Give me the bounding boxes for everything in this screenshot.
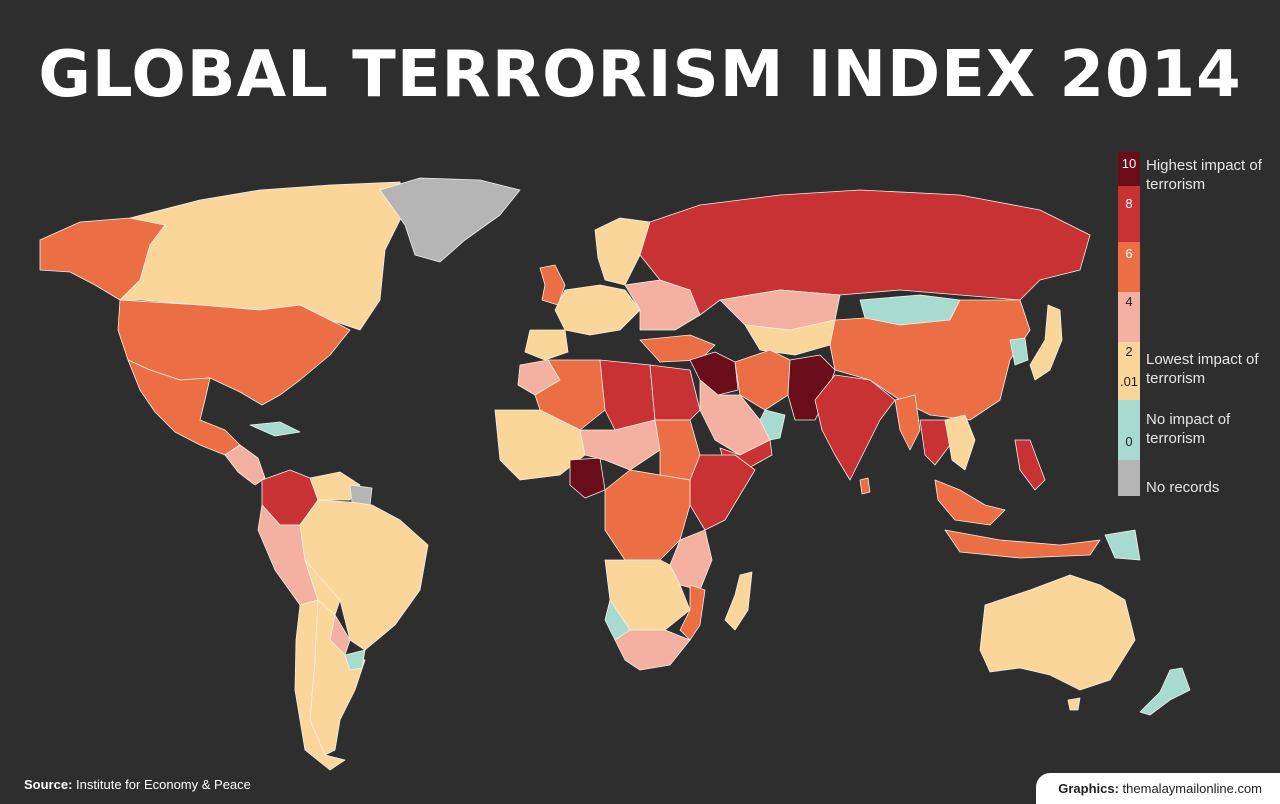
source-text: Institute for Economy & Peace bbox=[76, 777, 251, 792]
country-australia[interactable] bbox=[979, 574, 1136, 691]
country-malaysia[interactable] bbox=[934, 479, 1006, 526]
country-philippines[interactable] bbox=[1014, 439, 1046, 491]
country-central-america[interactable] bbox=[224, 444, 266, 486]
country-madagascar[interactable] bbox=[724, 571, 753, 631]
country-thailand[interactable] bbox=[919, 419, 951, 466]
country-mexico[interactable] bbox=[127, 359, 241, 456]
graphics-text: themalaymailonline.com bbox=[1122, 781, 1262, 796]
country-indonesia[interactable] bbox=[944, 529, 1101, 559]
legend-label-no-records: No records bbox=[1146, 479, 1220, 496]
legend-tick-8: 8 bbox=[1125, 196, 1133, 211]
legend-swatch-2 bbox=[1118, 342, 1140, 400]
legend-tick-0: 0 bbox=[1125, 434, 1133, 449]
legend-tick-6: 6 bbox=[1125, 246, 1133, 261]
country-sri-lanka[interactable] bbox=[859, 477, 871, 495]
country-turkey[interactable] bbox=[639, 334, 716, 363]
country-scandinavia[interactable] bbox=[594, 217, 651, 286]
country-uruguay[interactable] bbox=[344, 649, 366, 671]
country-western-europe[interactable] bbox=[554, 284, 641, 336]
country-central-africa[interactable] bbox=[604, 469, 691, 561]
country-greenland[interactable] bbox=[379, 177, 521, 263]
graphics-credit: Graphics: themalaymailonline.com bbox=[1036, 773, 1280, 804]
country-new-zealand[interactable] bbox=[1139, 667, 1191, 716]
legend-swatch-4 bbox=[1118, 292, 1140, 342]
country-myanmar[interactable] bbox=[894, 394, 921, 451]
map-title: GLOBAL TERRORISM INDEX 2014 bbox=[38, 38, 1242, 112]
country-oman[interactable] bbox=[759, 409, 786, 441]
country-nigeria[interactable] bbox=[569, 457, 606, 499]
country-india[interactable] bbox=[814, 374, 896, 481]
legend-swatch-0 bbox=[1118, 400, 1140, 460]
legend-swatch-no-records bbox=[1118, 460, 1140, 496]
country-japan[interactable] bbox=[1029, 304, 1063, 381]
country-china[interactable] bbox=[829, 299, 1031, 421]
country-iraq-syria[interactable] bbox=[689, 351, 739, 396]
legend-label-highest: Highest impact of terrorism bbox=[1146, 157, 1262, 193]
country-guyana[interactable] bbox=[349, 484, 373, 506]
country-spain[interactable] bbox=[524, 329, 569, 361]
legend-label-lowest: Lowest impact of terrorism bbox=[1146, 351, 1259, 387]
legend-tick-10: 10 bbox=[1121, 156, 1137, 171]
legend-swatch-6 bbox=[1118, 242, 1140, 292]
graphics-label: Graphics: bbox=[1058, 781, 1119, 796]
legend-tick-4: 4 bbox=[1125, 294, 1133, 309]
legend-swatch-8 bbox=[1118, 186, 1140, 242]
country-vietnam[interactable] bbox=[944, 414, 976, 471]
source-credit: Source: Institute for Economy & Peace bbox=[24, 777, 251, 792]
country-russia[interactable] bbox=[639, 189, 1091, 316]
country-south-africa[interactable] bbox=[614, 629, 691, 671]
legend-label-none: No impact of terrorism bbox=[1146, 411, 1231, 447]
country-argentina[interactable] bbox=[309, 599, 366, 756]
country-egypt[interactable] bbox=[649, 364, 701, 421]
legend-tick-2: 2 bbox=[1125, 344, 1133, 359]
country-ethiopia-somalia[interactable] bbox=[689, 454, 756, 531]
country-korea[interactable] bbox=[1009, 337, 1029, 366]
legend-swatch-10 bbox=[1118, 152, 1140, 186]
country-tasmania[interactable] bbox=[1067, 697, 1081, 711]
country-papua-new-guinea[interactable] bbox=[1104, 529, 1141, 561]
country-chad-niger[interactable] bbox=[579, 419, 661, 471]
source-label: Source: bbox=[24, 777, 73, 792]
country-cuba[interactable] bbox=[249, 421, 301, 437]
legend-tick-001: .01 bbox=[1119, 374, 1139, 389]
country-libya[interactable] bbox=[599, 359, 656, 431]
legend: 10 8 6 4 2 .01 0 Highest impact of terro… bbox=[1118, 152, 1278, 502]
